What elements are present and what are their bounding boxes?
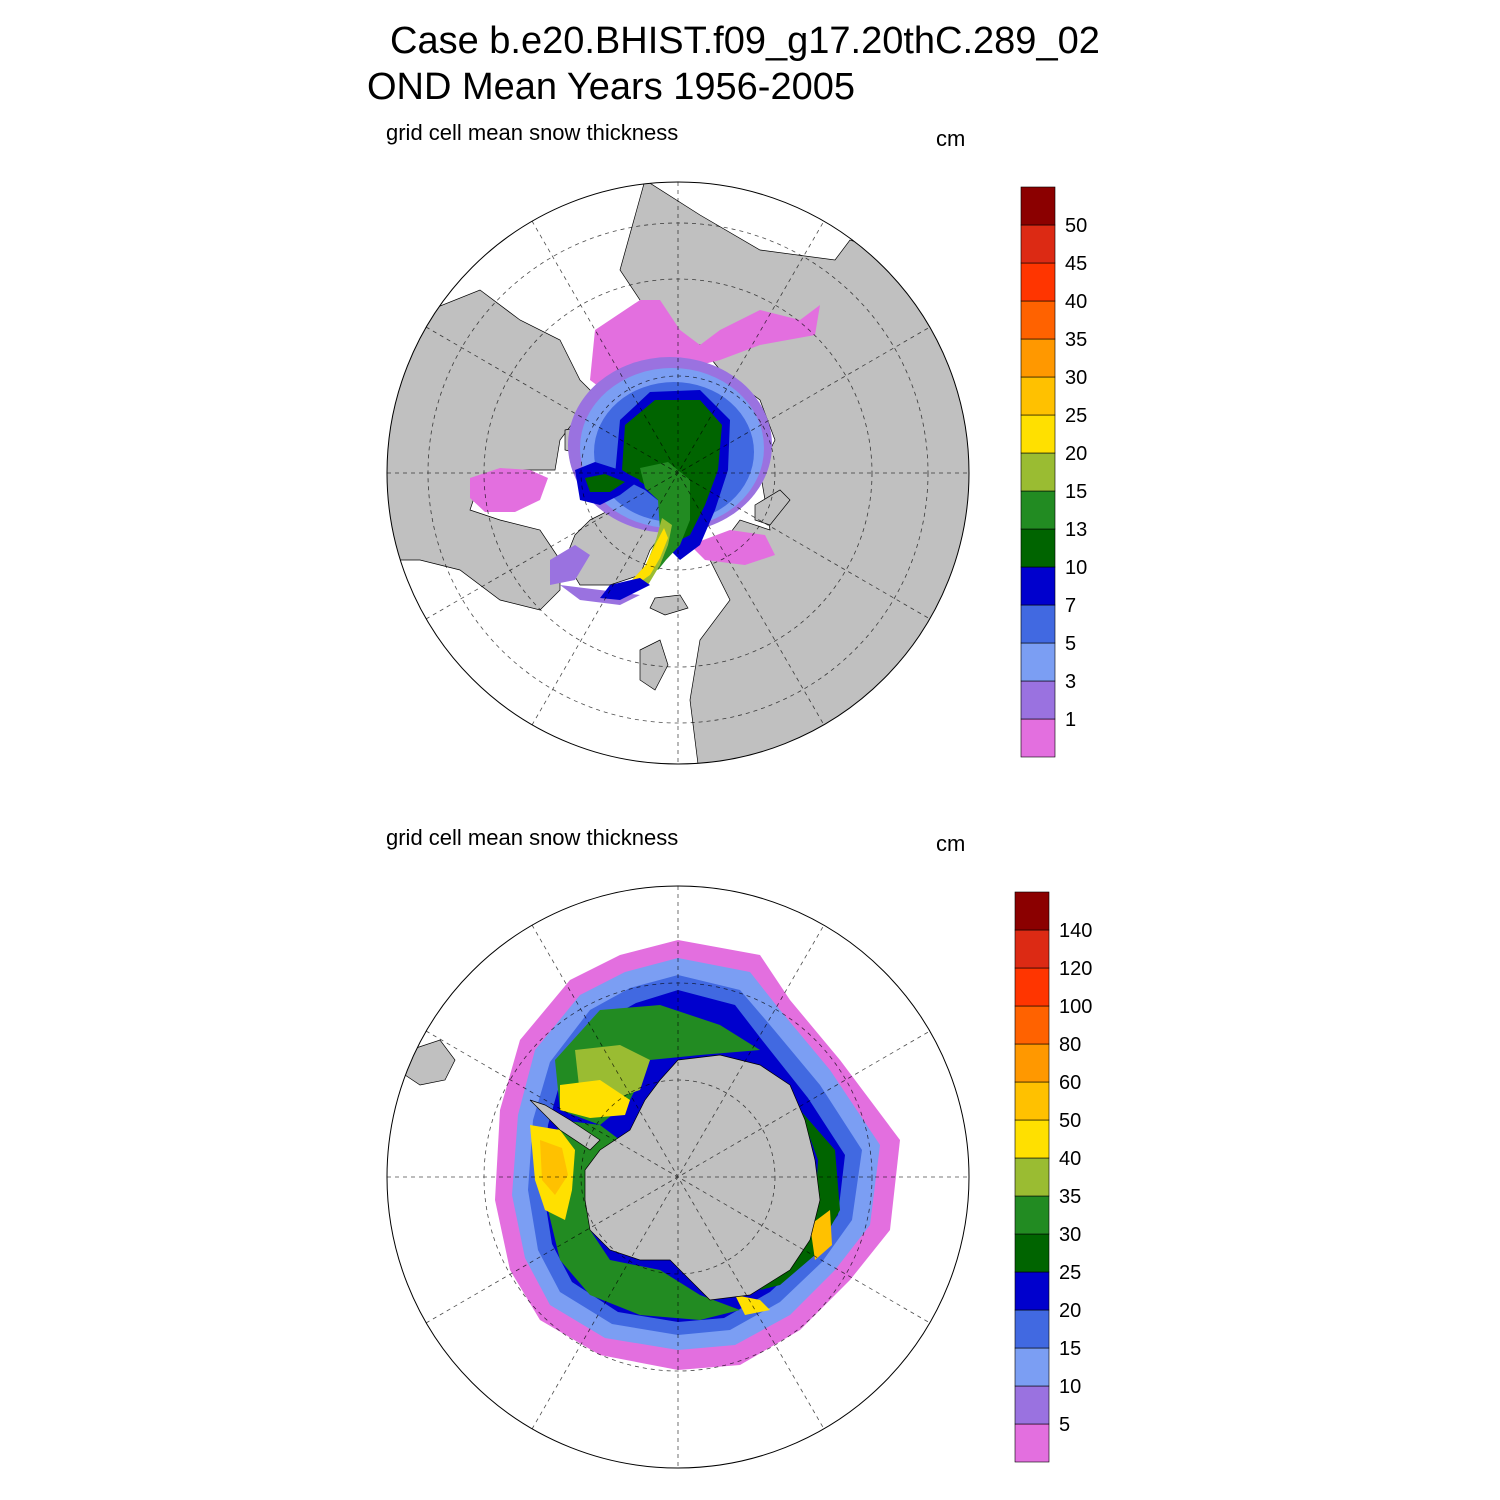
north-colorbar-label: 45 [1065,253,1087,275]
north-colorbar-label: 10 [1065,557,1087,579]
south-colorbar-label: 5 [1059,1414,1070,1436]
south-graticule [387,886,969,1468]
south-colorbar-box [1014,1157,1050,1197]
north-colorbar-label: 20 [1065,443,1087,465]
south-colorbar-box [1014,1233,1050,1273]
south-colorbar-label: 35 [1059,1186,1081,1208]
north-colorbar-box [1020,680,1056,720]
south-colorbar-label: 100 [1059,996,1092,1018]
south-colorbar-box [1014,967,1050,1007]
north-colorbar-label: 1 [1065,709,1076,731]
north-colorbar-box [1020,186,1056,226]
south-colorbar-box [1014,891,1050,931]
north-colorbar-label: 50 [1065,215,1087,237]
north-colorbar-box [1020,604,1056,644]
figure-title-period: OND Mean Years 1956-2005 [367,66,855,108]
south-panel-unit: cm [936,831,966,856]
north-panel-unit: cm [936,126,966,151]
north-colorbar-box [1020,490,1056,530]
south-colorbar: 5 10 15 20 25 30 35 40 50 60 80 100 120 140 [1014,891,1092,1463]
figure-title-case: Case b.e20.BHIST.f09_g17.20thC.289_02 [390,20,1100,62]
south-colorbar-box [1014,1347,1050,1387]
south-colorbar-label: 30 [1059,1224,1081,1246]
south-colorbar-label: 80 [1059,1034,1081,1056]
north-polar-map [386,181,970,765]
north-colorbar-label: 7 [1065,595,1076,617]
north-colorbar-box [1020,528,1056,568]
south-colorbar-box [1014,1195,1050,1235]
north-land [387,182,969,764]
south-colorbar-box [1014,1119,1050,1159]
south-colorbar-box [1014,1309,1050,1349]
south-colorbar-label: 15 [1059,1338,1081,1360]
north-colorbar-label: 15 [1065,481,1087,503]
south-polar-map [386,885,970,1469]
south-colorbar-label: 40 [1059,1148,1081,1170]
north-colorbar-box [1020,300,1056,340]
south-colorbar-box [1014,1043,1050,1083]
south-colorbar-label: 10 [1059,1376,1081,1398]
south-colorbar-box [1014,1385,1050,1425]
north-colorbar-box [1020,262,1056,302]
north-colorbar-box [1020,718,1056,758]
north-panel-subtitle: grid cell mean snow thickness [386,120,679,145]
north-colorbar-box [1020,566,1056,606]
south-colorbar-box [1014,1423,1050,1463]
north-colorbar-label: 35 [1065,329,1087,351]
north-colorbar-label: 5 [1065,633,1076,655]
south-colorbar-label: 50 [1059,1110,1081,1132]
south-colorbar-label: 120 [1059,958,1092,980]
north-colorbar-box [1020,376,1056,416]
north-colorbar-label: 30 [1065,367,1087,389]
south-colorbar-box [1014,929,1050,969]
south-colorbar-label: 60 [1059,1072,1081,1094]
south-colorbar-label: 25 [1059,1262,1081,1284]
north-graticule [387,182,969,764]
south-colorbar-box [1014,1005,1050,1045]
north-colorbar-box [1020,642,1056,682]
south-colorbar-box [1014,1081,1050,1121]
north-colorbar-box [1020,224,1056,264]
south-panel-subtitle: grid cell mean snow thickness [386,825,679,850]
north-colorbar-box [1020,414,1056,454]
north-colorbar-label: 40 [1065,291,1087,313]
south-colorbar-box [1014,1271,1050,1311]
north-colorbar-label: 13 [1065,519,1087,541]
north-colorbar-box [1020,338,1056,378]
north-colorbar-label: 25 [1065,405,1087,427]
south-colorbar-label: 140 [1059,920,1092,942]
south-colorbar-label: 20 [1059,1300,1081,1322]
north-colorbar-box [1020,452,1056,492]
north-colorbar-label: 3 [1065,671,1076,693]
